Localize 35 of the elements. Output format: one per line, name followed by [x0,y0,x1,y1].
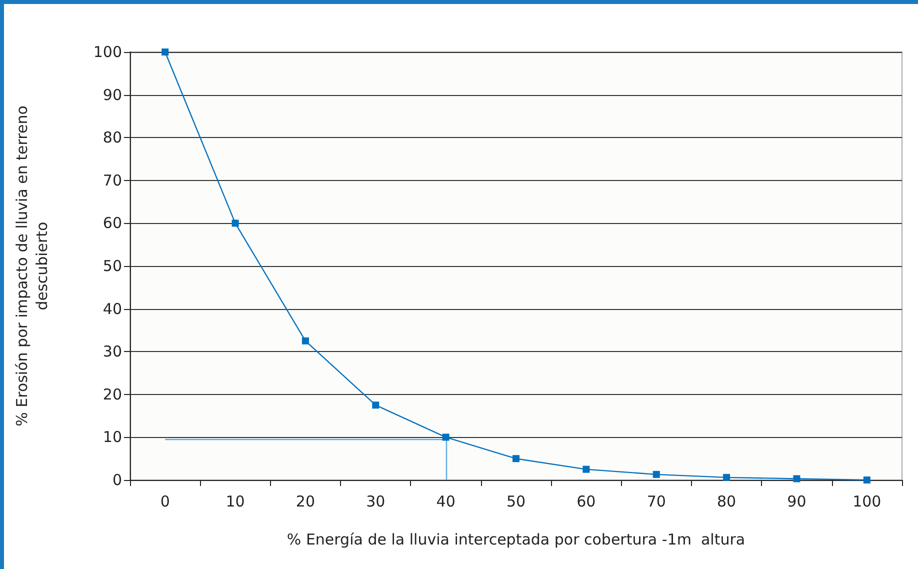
point [512,455,520,462]
y-axis-title: % Erosión por impacto de lluvia en terreno descubierto [13,106,51,426]
y-tick-label: 100 [93,43,122,61]
x-tick-label: 10 [226,492,245,510]
y-tick-label: 30 [102,342,122,361]
x-tick-label: 50 [506,492,526,510]
point [302,337,309,344]
x-tick-label: 80 [717,492,736,510]
point [863,476,870,484]
point [723,474,730,481]
x-tick-label: 70 [646,492,666,510]
x-tick-label: 100 [852,492,882,510]
y-tick-label: 40 [102,300,122,318]
point [652,470,660,478]
y-tick-label: 0 [112,471,122,489]
x-tick-label: 20 [296,492,315,510]
point [582,466,590,473]
x-axis-title: % Energía de la lluvia interceptada por cobertura -1m altura [286,530,746,548]
x-tick-label: 60 [576,492,596,510]
x-tick-label: 30 [366,492,386,510]
point [162,48,169,56]
y-tick-label: 80 [102,128,122,147]
point [372,402,380,409]
point [442,434,450,441]
x-tick-label: 0 [160,492,170,510]
y-tick-label: 70 [102,171,122,190]
point [232,220,239,227]
y-tick-label: 90 [102,86,122,104]
y-tick-label: 50 [102,257,122,275]
point [793,475,800,482]
x-tick-label: 90 [787,492,806,510]
y-tick-label: 60 [102,214,122,232]
y-tick-label: 20 [102,385,122,404]
y-tick-label: 10 [102,428,122,446]
x-tick-label: 40 [436,492,456,510]
